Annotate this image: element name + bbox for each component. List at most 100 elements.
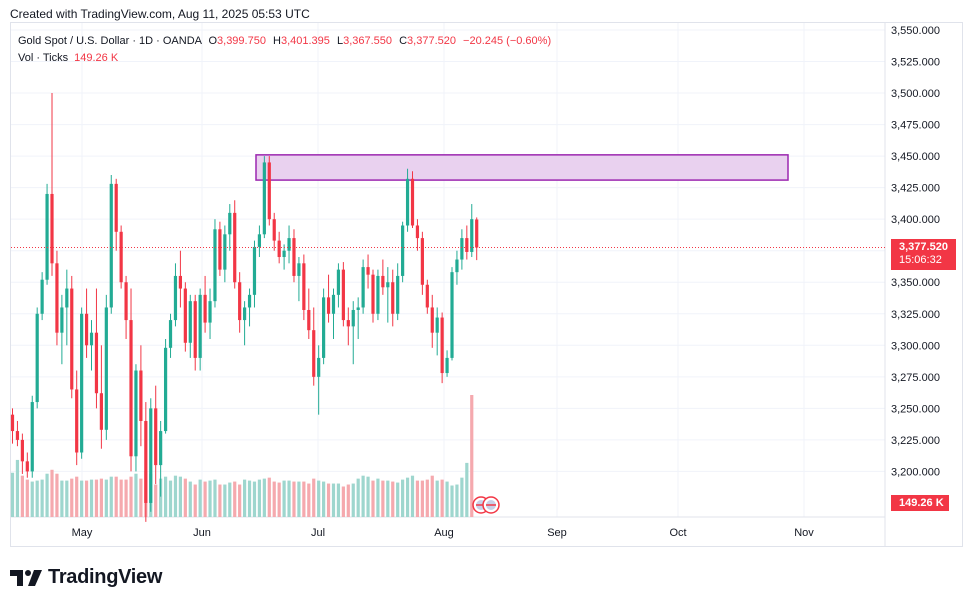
y-tick-label: 3,325.000 xyxy=(891,309,940,321)
candle-body xyxy=(410,178,415,226)
volume-bar xyxy=(193,484,197,517)
volume-bar xyxy=(440,479,444,517)
volume-bar xyxy=(391,481,395,517)
candle-body xyxy=(430,307,434,333)
candle-body xyxy=(15,431,20,440)
candle-body xyxy=(445,357,449,374)
volume-bar xyxy=(60,480,64,517)
candle-body xyxy=(381,275,385,288)
volume-price-tag: 149.26 K xyxy=(891,495,949,511)
x-tick-label: May xyxy=(72,527,93,539)
bar-countdown: 15:06:32 xyxy=(899,254,942,266)
candle-body xyxy=(80,313,84,453)
volume-bar xyxy=(331,483,336,517)
volume-bar xyxy=(173,475,178,517)
volume-bar xyxy=(198,479,202,517)
volume-bar xyxy=(84,480,89,517)
volume-bar xyxy=(15,459,20,517)
brand-name: TradingView xyxy=(48,566,163,588)
candle-body xyxy=(420,238,424,285)
volume-bar xyxy=(104,479,108,517)
volume-bar xyxy=(386,480,390,517)
y-tick-label: 3,425.000 xyxy=(891,183,940,195)
volume-bar xyxy=(168,480,173,517)
candle-body xyxy=(460,238,464,260)
volume-bar xyxy=(322,481,326,517)
volume-bar xyxy=(218,484,222,517)
volume-bar xyxy=(272,481,276,517)
candle-body xyxy=(307,309,311,331)
candle-body xyxy=(262,162,266,235)
volume-bar xyxy=(114,476,118,517)
candle-body xyxy=(45,193,49,280)
volume-bar xyxy=(94,479,99,517)
candle-body xyxy=(94,332,99,394)
volume-bar xyxy=(470,395,474,517)
candle-body xyxy=(425,284,429,308)
candle-body xyxy=(346,320,350,327)
volume-bar xyxy=(247,480,252,517)
volume-bar xyxy=(89,479,94,517)
y-tick-label: 3,525.000 xyxy=(891,57,940,69)
candle-body xyxy=(331,294,336,314)
low-label: L xyxy=(336,35,344,47)
candle-body xyxy=(322,297,326,358)
volume-bar xyxy=(163,476,168,517)
candle-body xyxy=(326,297,331,314)
candle-body xyxy=(193,301,197,358)
close-value: 3,377.520 xyxy=(407,35,456,47)
volume-bar xyxy=(317,480,321,517)
volume-bar xyxy=(75,476,79,517)
candle-body xyxy=(70,288,74,390)
candle-body xyxy=(40,279,44,314)
candle-body xyxy=(391,282,395,314)
chart-pane[interactable] xyxy=(10,22,963,547)
y-tick-label: 3,300.000 xyxy=(891,340,940,352)
candle-body xyxy=(104,307,108,430)
candle-body xyxy=(376,275,380,314)
candle-body xyxy=(149,408,153,503)
volume-bar xyxy=(465,462,469,517)
volume-label[interactable]: Vol · Ticks xyxy=(18,52,69,64)
tradingview-brand: TradingView xyxy=(10,566,162,589)
candle-body xyxy=(20,439,24,462)
candle-body xyxy=(351,309,355,327)
candle-body xyxy=(336,269,341,295)
candle-body xyxy=(435,317,439,333)
volume-bar xyxy=(40,479,44,517)
volume-bar xyxy=(129,476,133,517)
volume-bar xyxy=(188,481,192,517)
volume-bar xyxy=(405,477,410,517)
candle-body xyxy=(257,234,262,247)
volume-bar xyxy=(430,475,434,517)
volume-bar xyxy=(410,475,415,517)
volume-bar xyxy=(208,480,212,517)
candle-body xyxy=(415,225,420,239)
last-price-tag: 3,377.520 15:06:32 xyxy=(891,239,956,270)
candle-body xyxy=(89,332,94,346)
candle-body xyxy=(233,212,237,283)
volume-bar xyxy=(30,481,34,517)
candle-body xyxy=(302,263,306,310)
candle-body xyxy=(198,294,202,358)
y-tick-label: 3,500.000 xyxy=(891,88,940,100)
x-tick-label: Nov xyxy=(794,527,814,539)
y-tick-label: 3,250.000 xyxy=(891,403,940,415)
volume-bar xyxy=(99,478,103,517)
candle-body xyxy=(282,250,286,258)
candle-body xyxy=(465,238,469,252)
change-value: −20.245 (−0.60%) xyxy=(463,35,552,47)
symbol-label[interactable]: Gold Spot / U.S. Dollar · 1D · OANDA xyxy=(18,35,202,47)
candle-body xyxy=(178,275,183,289)
candle-body xyxy=(287,238,291,251)
candle-body xyxy=(99,393,103,430)
volume-bar xyxy=(119,479,123,517)
volume-bar xyxy=(435,480,439,517)
volume-bar xyxy=(425,479,429,517)
volume-bar xyxy=(282,480,286,517)
candle-body xyxy=(124,282,128,321)
open-label: O xyxy=(208,35,218,47)
volume-bar xyxy=(346,484,350,517)
candle-body xyxy=(213,229,217,302)
